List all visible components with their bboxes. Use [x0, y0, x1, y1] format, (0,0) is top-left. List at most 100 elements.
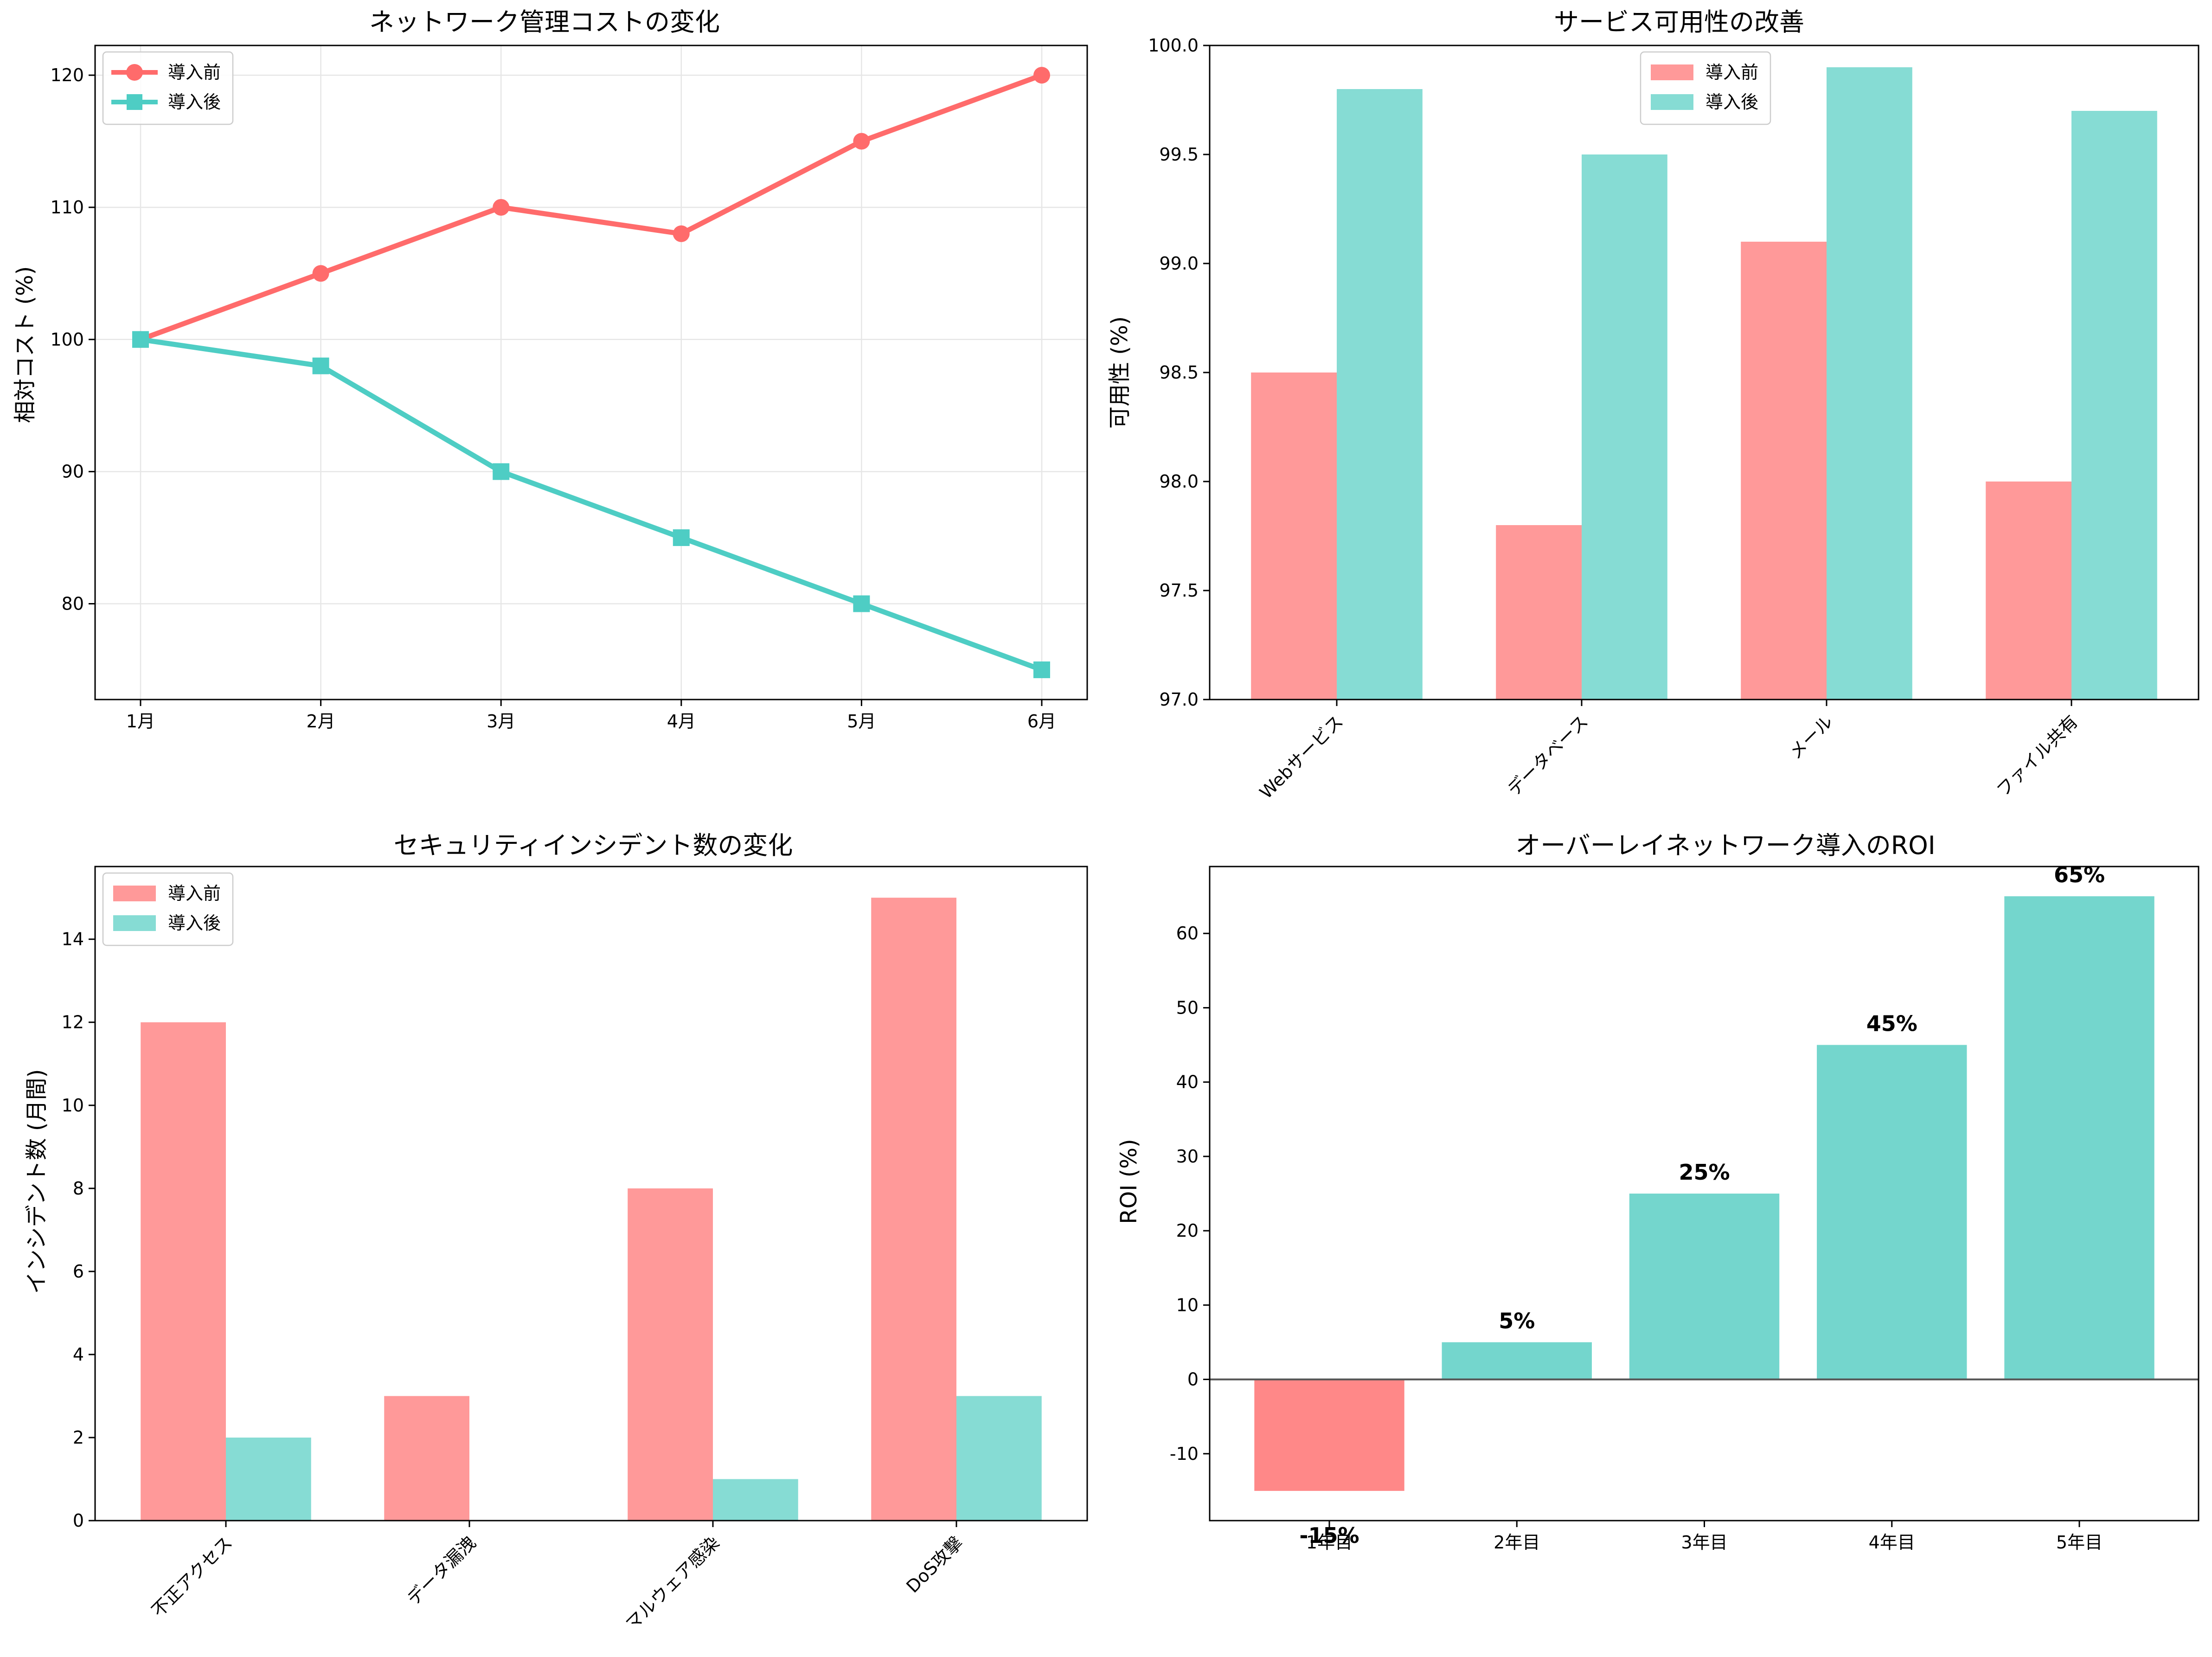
bar [1827, 67, 1912, 700]
legend-marker [126, 64, 143, 81]
x-tick-label: 5月 [847, 711, 876, 732]
incident-chart-ylabel: インシデント数 (月間) [24, 1069, 50, 1294]
y-tick-label: 14 [62, 929, 84, 950]
data-point [853, 133, 870, 150]
bar [1496, 525, 1582, 700]
y-tick-label: 98.5 [1159, 362, 1199, 383]
series-line [140, 337, 1043, 673]
legend-marker [127, 94, 142, 110]
x-tick-label: 2月 [307, 711, 335, 732]
y-tick-label: 110 [50, 197, 84, 218]
x-tick-label: 1年目 [1306, 1532, 1353, 1553]
legend-label: 導入前 [1705, 62, 1758, 83]
y-tick-label: 60 [1176, 923, 1199, 944]
data-label: 45% [1866, 1011, 1917, 1036]
x-tick-label: 2年目 [1494, 1532, 1540, 1553]
bar [1251, 373, 1337, 700]
bar [713, 1479, 798, 1521]
x-tick-label: 5年目 [2056, 1532, 2103, 1553]
y-tick-label: 99.5 [1159, 144, 1199, 165]
availability-chart-title: サービス可用性の改善 [1554, 7, 1804, 37]
legend-label: 導入前 [168, 883, 221, 904]
y-tick-label: 20 [1176, 1220, 1199, 1241]
y-tick-label: 10 [1176, 1295, 1199, 1315]
bar [628, 1188, 713, 1521]
data-point [1033, 67, 1050, 84]
bar [2071, 111, 2157, 700]
availability-chart-panel: サービス可用性の改善 可用性 (%) 97.0 97.5 98.0 98.5 99.0 9… [1107, 7, 2199, 803]
y-tick-label: 50 [1176, 997, 1199, 1018]
cost-chart-title: ネットワーク管理コストの変化 [369, 7, 720, 37]
y-tick-label: 2 [73, 1427, 84, 1448]
y-tick-label: 80 [62, 593, 84, 614]
bar [1582, 154, 1667, 700]
cost-chart-ylabel: 相対コスト (%) [12, 266, 38, 423]
legend-swatch [1651, 94, 1693, 110]
y-tick-label: 100 [50, 329, 84, 350]
roi-chart-panel: オーバーレイネットワーク導入のROI ROI (%) -10 0 10 20 30 40 5… [1116, 831, 2199, 1553]
data-point [673, 225, 690, 242]
data-point [312, 357, 329, 374]
bar [1442, 1342, 1592, 1380]
bar [226, 1437, 311, 1521]
legend-label: 導入後 [168, 92, 221, 112]
legend-label: 導入前 [168, 62, 221, 83]
y-tick-label: 8 [73, 1178, 84, 1199]
data-point [673, 529, 690, 546]
y-tick-label: 12 [62, 1012, 84, 1033]
y-tick-label: 0 [73, 1510, 84, 1531]
plot-frame [94, 866, 1088, 1522]
y-tick-label: 90 [62, 462, 84, 482]
plot-frame [94, 45, 1088, 700]
bar [384, 1396, 469, 1521]
y-tick-label: 99.0 [1159, 253, 1199, 274]
incident-chart-panel: セキュリティインシデント数の変化 インシデント数 (月間) 0 2 4 6 8 10 12 1… [24, 831, 1088, 1634]
y-tick-label: 100.0 [1148, 35, 1199, 56]
y-tick-label: 97.0 [1159, 689, 1199, 710]
plot-frame [1209, 45, 2199, 700]
y-tick-label: 6 [73, 1261, 84, 1282]
x-tick-label: 1月 [126, 711, 155, 732]
bar [1337, 89, 1423, 700]
data-point [132, 331, 149, 348]
legend-label: 導入後 [168, 913, 221, 933]
cost-chart-panel: ネットワーク管理コストの変化 相対コスト (%) 80 90 100 110 120 1月… [12, 7, 1088, 732]
bar [1254, 1379, 1404, 1491]
data-point [1033, 661, 1050, 678]
bar [141, 1022, 226, 1521]
x-tick-label: 3月 [487, 711, 515, 732]
roi-chart-ylabel: ROI (%) [1116, 1139, 1142, 1224]
availability-chart-ylabel: 可用性 (%) [1107, 316, 1133, 429]
data-point [493, 463, 510, 480]
incident-chart-title: セキュリティインシデント数の変化 [394, 831, 793, 860]
bar [2004, 896, 2154, 1380]
y-tick-label: 10 [62, 1095, 84, 1116]
bar [871, 898, 956, 1521]
y-tick-label: -10 [1170, 1444, 1199, 1464]
y-tick-label: 97.5 [1159, 580, 1199, 601]
data-point [853, 595, 870, 612]
x-tick-label: 4年目 [1869, 1532, 1915, 1553]
y-tick-label: 98.0 [1159, 471, 1199, 492]
y-tick-label: 4 [73, 1344, 84, 1365]
data-point [312, 265, 329, 282]
legend-swatch [113, 915, 156, 931]
x-tick-label: 3年目 [1681, 1532, 1727, 1553]
y-tick-label: 0 [1187, 1369, 1199, 1390]
data-label: 5% [1499, 1308, 1535, 1333]
bar [1986, 482, 2071, 700]
bar [1817, 1045, 1967, 1380]
data-label: 25% [1679, 1160, 1730, 1185]
bar [1629, 1194, 1780, 1380]
x-tick-label: 4月 [667, 711, 696, 732]
legend-swatch [113, 886, 156, 901]
x-tick-label: 6月 [1027, 711, 1056, 732]
bar [956, 1396, 1042, 1521]
legend-label: 導入後 [1705, 92, 1758, 112]
roi-chart-title: オーバーレイネットワーク導入のROI [1515, 831, 1935, 860]
data-point [493, 199, 510, 216]
y-tick-label: 30 [1176, 1146, 1199, 1167]
y-tick-label: 40 [1176, 1072, 1199, 1092]
bar [1741, 242, 1827, 700]
